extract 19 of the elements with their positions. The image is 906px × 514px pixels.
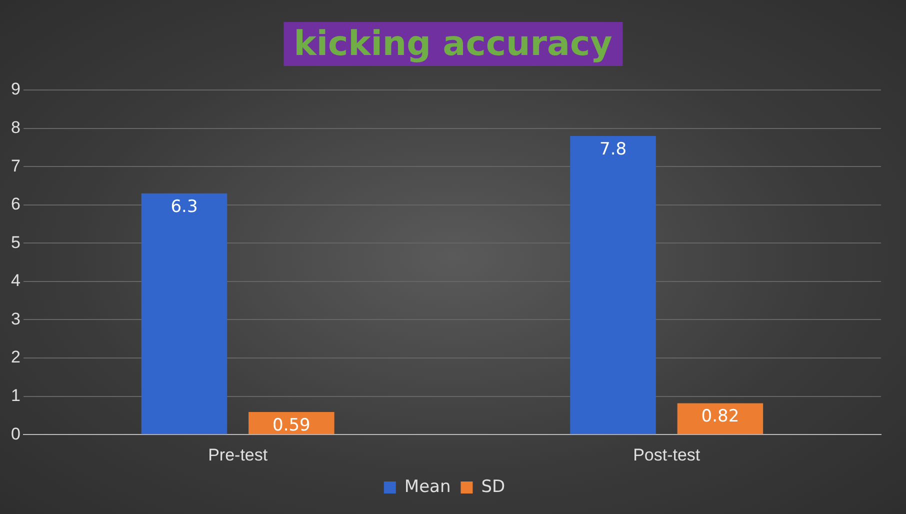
data-label: 0.59: [272, 415, 310, 436]
legend-label: Mean: [404, 476, 451, 497]
y-tick-label: 0: [10, 424, 20, 444]
y-tick-label: 3: [10, 309, 20, 328]
legend-label: SD: [481, 476, 506, 497]
y-tick-label: 5: [10, 232, 20, 252]
chart-title: kicking accuracy: [284, 22, 622, 66]
data-label: 0.82: [701, 406, 740, 427]
y-tick-label: 8: [10, 118, 20, 137]
y-tick-label: 2: [10, 348, 20, 367]
y-tick-label: 7: [10, 156, 20, 176]
data-label: 7.8: [599, 139, 627, 160]
y-tick-label: 9: [10, 80, 20, 99]
y-tick-label: 6: [10, 194, 20, 214]
data-label: 6.3: [170, 196, 198, 217]
x-tick-label: Post-test: [633, 445, 700, 464]
x-tick-label: Pre-test: [208, 445, 268, 464]
y-tick-label: 4: [10, 271, 20, 290]
y-tick-label: 1: [10, 386, 20, 405]
